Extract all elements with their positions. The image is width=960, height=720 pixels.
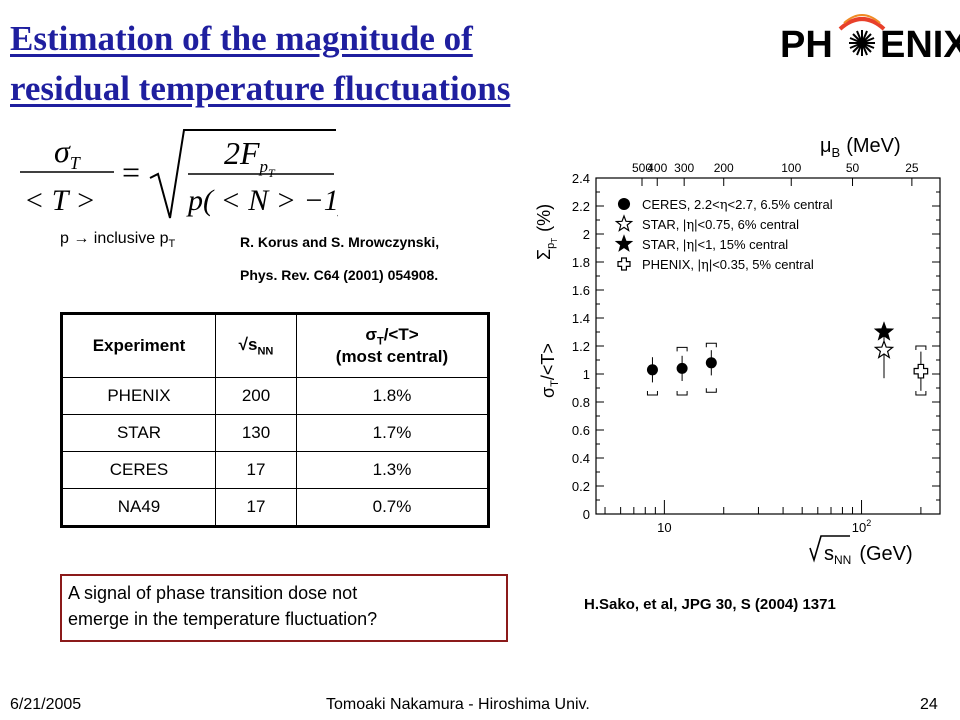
reference-sako: H.Sako, et al, JPG 30, S (2004) 1371 <box>584 596 836 613</box>
cell-experiment: NA49 <box>61 488 216 527</box>
y-tick-label: 1 <box>583 367 590 382</box>
header-experiment: Experiment <box>61 313 216 378</box>
reference-korus-line1: R. Korus and S. Mrowczynski, <box>240 234 440 250</box>
conclusion-note: A signal of phase transition dose not em… <box>60 574 508 642</box>
cell-ratio: 0.7% <box>296 488 489 527</box>
formula-rhs-denominator: p( < N > −1) <box>186 184 338 217</box>
y-tick-label: 0.6 <box>572 423 590 438</box>
cell-ratio: 1.3% <box>296 451 489 489</box>
top-tick-label: 100 <box>781 161 801 175</box>
cell-ratio: 1.8% <box>296 377 489 415</box>
top-tick-label: 500 <box>632 161 652 175</box>
header-energy: √sNN <box>215 313 297 378</box>
x-axis-label: sNN (GeV) <box>809 535 913 567</box>
systematic-bracket <box>705 388 717 393</box>
formula-lhs-numerator: σT <box>54 133 82 173</box>
y-tick-label: 0.8 <box>572 395 590 410</box>
formula-lhs-denominator: < T > <box>24 184 96 217</box>
legend-marker <box>617 257 631 271</box>
legend-entry: PHENIX, |η|<0.35, 5% central <box>642 257 814 273</box>
note-line2: emerge in the temperature fluctuation? <box>68 609 378 629</box>
fluctuation-formula: σT < T > = 2FpT p( < N > −1) <box>20 129 338 219</box>
data-point <box>646 364 658 376</box>
cell-energy: 17 <box>215 488 297 527</box>
sunburst-icon <box>838 14 886 56</box>
cell-experiment: STAR <box>61 414 216 452</box>
logo-text-right: ENIX <box>880 24 960 66</box>
footer-author: Tomoaki Nakamura - Hiroshima Univ. <box>326 696 590 713</box>
systematic-bracket <box>705 342 717 348</box>
legend-entry: STAR, |η|<1, 15% central <box>642 237 788 253</box>
cell-energy: 200 <box>215 377 297 415</box>
top-tick-label: 400 <box>647 161 667 175</box>
data-point <box>676 362 688 374</box>
legend-marker <box>617 197 631 211</box>
footer-date: 6/21/2005 <box>10 696 82 713</box>
footer-page-number: 24 <box>920 696 938 713</box>
data-point <box>873 339 895 359</box>
y-tick-label: 2 <box>583 227 590 242</box>
top-tick-label: 25 <box>905 161 919 175</box>
cell-energy: 130 <box>215 414 297 452</box>
note-line1: A signal of phase transition dose not <box>68 583 358 603</box>
y-tick-label: 0.4 <box>572 451 590 466</box>
y-tick-label: 2.4 <box>572 171 590 186</box>
svg-text:μB(MeV): μB (MeV) <box>820 135 901 160</box>
header-ratio: σT/<T> (most central) <box>296 313 489 378</box>
svg-text:σT/<T>: σT/<T> <box>538 343 561 398</box>
data-point <box>705 357 717 369</box>
right-axis-label: ΣpT(%) <box>534 204 559 260</box>
legend-marker <box>614 234 634 252</box>
table-header-row: Experiment √sNN σT/<T> (most central) <box>61 313 489 378</box>
chart-legend: CERES, 2.2<η<2.7, 6.5% central STAR, |η|<… <box>614 197 833 273</box>
cell-experiment: CERES <box>61 451 216 489</box>
y-tick-label: 1.6 <box>572 283 590 298</box>
data-point <box>913 363 929 379</box>
table-row: NA49 17 0.7% <box>61 488 489 527</box>
formula-rhs-numerator: 2FpT <box>224 135 276 180</box>
plot-area: 0 0.2 0.4 0.6 0.8 1 1.2 1.4 1.6 1.8 2 2.2 2.4 10 102 50… <box>572 161 941 535</box>
p-note: p → inclusive pT <box>60 230 176 251</box>
slide-title: Estimation of the magnitude of residual … <box>10 14 650 114</box>
fluctuation-chart: μB (MeV) σT/<T> ΣpT(%) sNN (GeV) 0 0.2 0.4 0.… <box>534 135 941 567</box>
systematic-bracket <box>915 391 927 396</box>
y-tick-label: 0 <box>583 507 590 522</box>
experiment-table: Experiment √sNN σT/<T> (most central) PHE… <box>60 312 490 528</box>
top-tick-label: 50 <box>846 161 860 175</box>
cell-energy: 17 <box>215 451 297 489</box>
left-axis-label: σT/<T> <box>538 343 561 398</box>
table-row: CERES 17 1.3% <box>61 451 489 489</box>
cell-experiment: PHENIX <box>61 377 216 415</box>
cell-ratio: 1.7% <box>296 414 489 452</box>
y-tick-label: 1.2 <box>572 339 590 354</box>
svg-text:ΣpT(%): ΣpT(%) <box>534 204 559 260</box>
top-tick-label: 200 <box>714 161 734 175</box>
y-tick-label: 1.4 <box>572 311 590 326</box>
y-tick-label: 1.8 <box>572 255 590 270</box>
svg-text:sNN(GeV): sNN (GeV) <box>824 543 913 567</box>
formula-equals: = <box>122 154 140 190</box>
table-row: STAR 130 1.7% <box>61 414 489 452</box>
data-point <box>873 321 895 341</box>
systematic-bracket <box>676 391 688 396</box>
reference-korus-line2: Phys. Rev. C64 (2001) 054908. <box>240 267 439 283</box>
x-tick-label: 102 <box>852 518 871 535</box>
legend-entry: CERES, 2.2<η<2.7, 6.5% central <box>642 197 833 213</box>
title-line-1: Estimation of the magnitude of <box>10 19 473 58</box>
legend-marker <box>614 214 634 232</box>
title-line-2: residual temperature fluctuations <box>10 69 511 108</box>
systematic-bracket <box>676 346 688 352</box>
systematic-bracket <box>646 391 658 396</box>
reference-korus: R. Korus and S. Mrowczynski, Phys. Rev. … <box>240 226 530 292</box>
x-tick-label: 10 <box>657 520 671 535</box>
systematic-bracket <box>915 345 927 350</box>
logo-text-left: PH <box>780 24 833 66</box>
y-tick-label: 0.2 <box>572 479 590 494</box>
top-axis-label: μB (MeV) <box>820 135 901 160</box>
y-tick-label: 2.2 <box>572 199 590 214</box>
phenix-logo: PH ENIX <box>780 14 960 66</box>
top-tick-label: 300 <box>674 161 694 175</box>
legend-entry: STAR, |η|<0.75, 6% central <box>642 217 799 233</box>
table-row: PHENIX 200 1.8% <box>61 377 489 415</box>
